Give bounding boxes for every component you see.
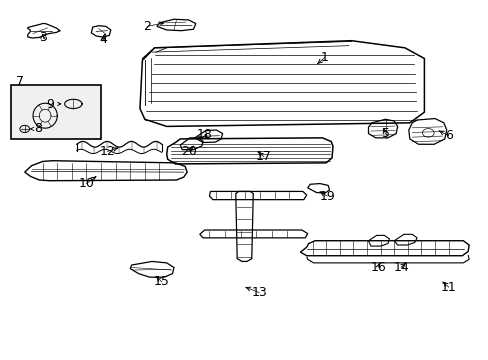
- Text: 13: 13: [251, 286, 266, 299]
- Text: 18: 18: [196, 129, 212, 141]
- Text: 4: 4: [100, 33, 107, 46]
- Text: 2: 2: [143, 20, 151, 33]
- Text: 17: 17: [256, 150, 271, 163]
- Bar: [11, 85, 101, 139]
- Text: 9: 9: [46, 98, 54, 111]
- Text: 20: 20: [180, 145, 196, 158]
- Text: 11: 11: [440, 281, 456, 294]
- Text: 3: 3: [39, 31, 46, 44]
- Text: 15: 15: [154, 275, 169, 288]
- Text: 19: 19: [319, 190, 334, 203]
- Text: 5: 5: [381, 127, 389, 140]
- Text: 8: 8: [34, 122, 42, 135]
- Text: 7: 7: [16, 75, 24, 88]
- Text: 12: 12: [99, 145, 115, 158]
- Text: 6: 6: [444, 129, 452, 142]
- Text: 16: 16: [369, 261, 386, 274]
- Text: 14: 14: [392, 261, 408, 274]
- Text: 10: 10: [79, 177, 94, 190]
- Text: 1: 1: [320, 51, 328, 64]
